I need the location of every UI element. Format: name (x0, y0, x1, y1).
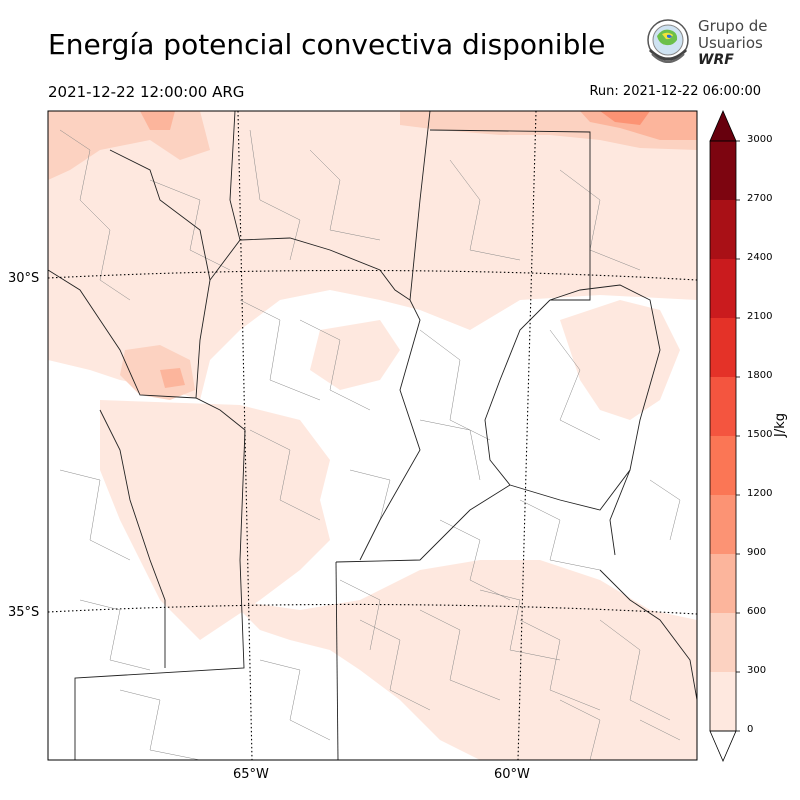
lat-label-30s: 30°S (8, 271, 40, 286)
colorbar-segment (710, 141, 736, 200)
colorbar-tick-label: 2400 (747, 252, 773, 263)
colorbar-tick-label: 900 (747, 547, 767, 558)
grupo-usuarios-wrf-logo: Grupo de Usuarios WRF (640, 16, 770, 72)
lat-label-35s: 35°S (8, 605, 40, 620)
logo-line-2: Usuarios (698, 34, 763, 52)
colorbar-segment (710, 436, 736, 495)
lon-label-60w: 60°W (494, 767, 530, 782)
logo-line-3: WRF (698, 52, 734, 68)
colorbar-segment (710, 377, 736, 436)
colorbar-under-triangle (709, 730, 737, 763)
department-borders (59, 129, 681, 760)
colorbar-tick-label: 0 (747, 724, 754, 735)
colorbar-tick-label: 300 (747, 665, 767, 676)
valid-time: 2021-12-22 12:00:00 ARG (48, 83, 245, 101)
province-borders (48, 111, 697, 760)
lon-label-65w: 65°W (233, 767, 269, 782)
colorbar-segment (710, 318, 736, 377)
colorbar-segment (710, 554, 736, 613)
colorbar-tick-label: 1800 (747, 370, 773, 381)
colorbar-tick-label: 600 (747, 606, 767, 617)
colorbar-unit-label: J/kg (773, 413, 788, 437)
colorbar-segment (710, 200, 736, 259)
chart-title: Energía potencial convectiva disponible (48, 28, 606, 61)
colorbar-segment (710, 613, 736, 672)
colorbar-tick-label: 2100 (747, 311, 773, 322)
colorbar-tick-label: 3000 (747, 134, 773, 145)
map-frame (48, 111, 697, 760)
colorbar-segment (710, 672, 736, 731)
colorbar-tick-label: 1200 (747, 488, 773, 499)
run-time: Run: 2021-12-22 06:00:00 (589, 84, 761, 99)
logo-line-1: Grupo de (698, 17, 768, 35)
colorbar-segment (710, 259, 736, 318)
map-border (47, 110, 698, 761)
colorbar-tick-label: 1500 (747, 429, 773, 440)
colorbar-tick-label: 2700 (747, 193, 773, 204)
colorbar (709, 109, 740, 763)
colorbar-over-triangle (709, 109, 737, 142)
globe-logo-icon (647, 19, 689, 63)
colorbar-segment (710, 495, 736, 554)
graticule (48, 111, 697, 760)
